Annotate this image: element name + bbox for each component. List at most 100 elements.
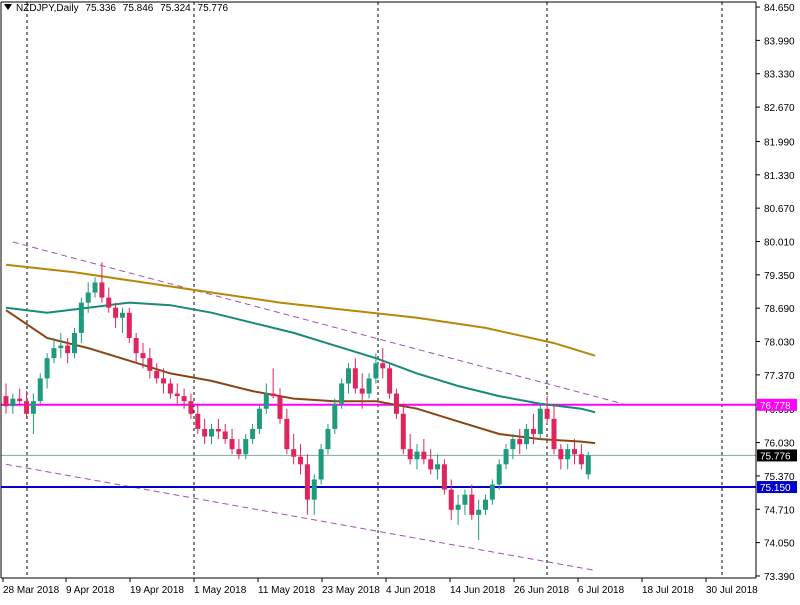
candle-body <box>578 454 584 465</box>
candle-body <box>530 428 536 434</box>
low-value: 75.324 <box>160 3 191 14</box>
candle-body <box>58 345 64 349</box>
y-tick-label: 77.370 <box>764 371 795 382</box>
candle-body <box>304 464 310 500</box>
dropdown-triangle-icon[interactable] <box>4 4 12 10</box>
price-label-text: 75.776 <box>760 451 791 462</box>
candle-body <box>400 413 406 450</box>
candle-body <box>243 439 249 455</box>
price-label-box <box>757 398 797 411</box>
y-tick-label: 80.670 <box>764 204 795 215</box>
candle-body <box>188 401 194 414</box>
candle-body <box>448 489 454 510</box>
y-tick-label: 79.350 <box>764 271 795 282</box>
candle-body <box>332 403 338 429</box>
candle-body <box>202 428 208 437</box>
candle-body <box>195 413 201 429</box>
y-tick-label: 80.010 <box>764 237 795 248</box>
candle-body <box>339 383 345 404</box>
candle-body <box>469 494 475 515</box>
candle-body <box>325 428 331 450</box>
candle-body <box>65 345 71 354</box>
x-tick-label: 19 Apr 2018 <box>130 585 184 596</box>
candle-body <box>496 464 502 485</box>
y-tick-label: 81.990 <box>764 137 795 148</box>
candle-body <box>359 388 365 394</box>
candle-body <box>393 393 399 414</box>
candle-body <box>236 449 242 455</box>
x-tick-label: 18 Jul 2018 <box>642 585 694 596</box>
candle-body <box>10 398 16 407</box>
candle-body <box>544 408 550 419</box>
candle-body <box>284 418 290 450</box>
candle-body <box>483 499 488 510</box>
candle-body <box>209 428 214 437</box>
candle-body <box>537 408 543 434</box>
grid-layer <box>26 2 723 578</box>
candle-body <box>126 312 132 338</box>
candle-body <box>92 282 98 293</box>
y-tick-label: 83.330 <box>764 70 795 81</box>
candle-body <box>558 449 564 460</box>
x-tick-label: 9 Apr 2018 <box>66 585 115 596</box>
candle-body <box>311 479 317 500</box>
price-labels: 76.778 75.776 75.150 <box>757 398 797 494</box>
x-tick-label: 14 Jun 2018 <box>450 585 505 596</box>
candle-body <box>277 396 283 419</box>
x-tick-label: 1 May 2018 <box>194 585 247 596</box>
x-tick-label: 11 May 2018 <box>258 585 316 596</box>
candle-body <box>565 449 571 460</box>
close-value: 75.776 <box>197 3 229 14</box>
candle-body <box>99 282 105 298</box>
candle-body <box>113 307 119 318</box>
candle-body <box>215 428 221 432</box>
candle-body <box>517 439 523 445</box>
price-label-text: 75.150 <box>760 483 791 494</box>
candle-body <box>106 297 112 308</box>
candle-body <box>489 484 495 500</box>
y-tick-label: 82.670 <box>764 103 795 114</box>
candles <box>3 262 591 541</box>
candle-body <box>387 368 393 394</box>
y-tick-label: 75.370 <box>764 472 795 483</box>
moving-average-slow <box>5 263 596 357</box>
candle-body <box>147 358 153 371</box>
candle-body <box>51 348 57 359</box>
candle-body <box>181 396 187 402</box>
x-tick-label: 30 Jul 2018 <box>706 585 758 596</box>
candle-body <box>167 383 173 394</box>
x-tick-label: 4 Jun 2018 <box>386 585 436 596</box>
candle-body <box>441 464 447 490</box>
axes <box>0 1 760 582</box>
y-tick-label: 84.650 <box>764 3 795 14</box>
candle-body <box>161 378 167 384</box>
candle-body <box>380 363 386 369</box>
y-tick-label: 73.390 <box>764 572 795 583</box>
candle-body <box>585 455 591 475</box>
candle-body <box>524 428 530 445</box>
candle-body <box>229 439 235 450</box>
candle-body <box>85 292 91 303</box>
candle-body <box>37 378 43 402</box>
y-axis-labels: 84.650 83.990 83.330 82.670 81.990 81.330 80.6… <box>764 3 795 583</box>
candle-body <box>3 396 9 407</box>
candle-body <box>154 370 160 379</box>
y-tick-label: 74.710 <box>764 505 795 516</box>
x-tick-label: 6 Jul 2018 <box>578 585 625 596</box>
candle-body <box>407 449 413 460</box>
y-tick-label: 81.330 <box>764 171 795 182</box>
price-label-box <box>757 449 797 462</box>
candle-body <box>119 312 125 318</box>
x-tick-label: 23 May 2018 <box>322 585 380 596</box>
candle-body <box>503 449 509 465</box>
candle-body <box>72 332 77 354</box>
candle-body <box>455 504 461 510</box>
candle-body <box>462 494 468 505</box>
y-tick-label: 78.030 <box>764 338 795 349</box>
candle-body <box>510 439 516 450</box>
candle-body <box>366 378 372 394</box>
candle-body <box>551 418 557 450</box>
